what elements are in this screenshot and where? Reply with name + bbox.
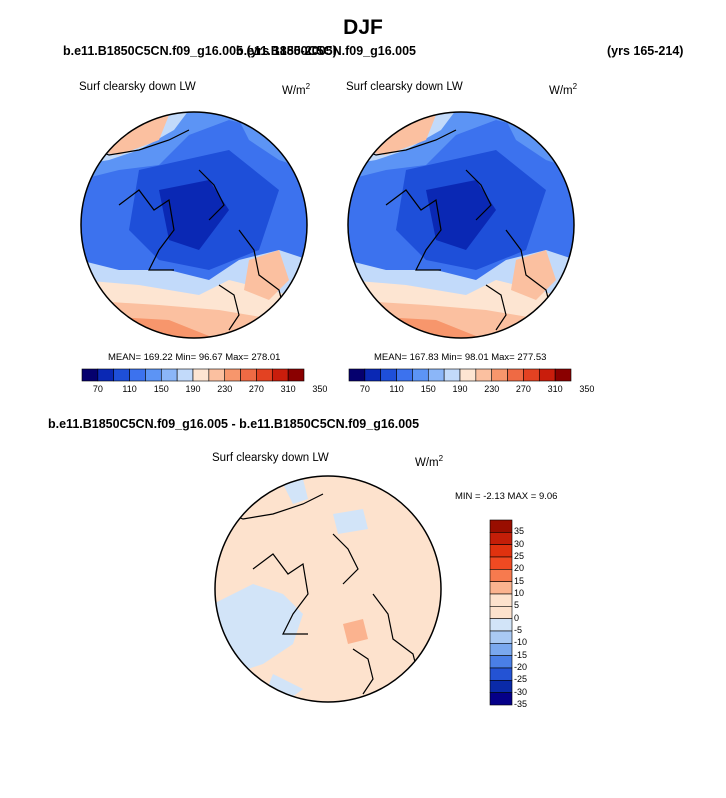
colorbar-swatch (256, 368, 273, 382)
colorbar-swatch (97, 368, 115, 382)
colorbar-swatch (271, 368, 289, 382)
panel1-variable-label: Surf clearsky down LW (79, 81, 196, 93)
panel2-years: (yrs 165-214) (607, 44, 684, 58)
colorbar-swatch (489, 618, 513, 632)
panel1-stats: MEAN= 169.22 Min= 96.67 Max= 278.01 (108, 352, 281, 363)
colorbar-swatch (489, 643, 513, 656)
panel2-colorbar-tick-label: 70 (359, 384, 370, 394)
diff-colorbar-tick-label: 0 (514, 612, 520, 623)
diff-colorbar-tick-label: -35 (514, 699, 528, 709)
colorbar-swatch (412, 368, 429, 382)
colorbar-swatch (489, 667, 513, 681)
panel1-colorbar-tick-label: 110 (122, 384, 137, 394)
panel2-units: W/m2 (549, 82, 578, 97)
diff-colorbar-tick-label: -5 (514, 625, 523, 635)
colorbar-swatch (538, 368, 556, 382)
panel1-colorbar-tick-label: 310 (280, 384, 296, 394)
panel1-units: W/m2 (282, 82, 311, 97)
colorbar-swatch (287, 368, 305, 382)
panel1-colorbar-tick-label: 190 (185, 384, 201, 394)
panel1-polar-map (80, 111, 308, 339)
page-title: DJF (343, 16, 383, 39)
colorbar-swatch (145, 368, 162, 382)
panel1-colorbar-tick-label: 350 (312, 384, 328, 394)
diff-colorbar-tick-label: -30 (514, 686, 528, 697)
colorbar-swatch (364, 368, 382, 382)
colorbar-swatch (443, 368, 461, 382)
panel2-colorbar-tick-label: 230 (484, 384, 500, 394)
colorbar-swatch (489, 606, 513, 619)
panel1-colorbar-tick-label: 70 (92, 384, 103, 394)
panel2-polar-map (347, 111, 575, 339)
panel2-colorbar-tick-label: 270 (515, 384, 531, 394)
panel2-colorbar-tick-label: 310 (547, 384, 563, 394)
colorbar-swatch (380, 368, 397, 382)
colorbar-swatch (176, 368, 194, 382)
diff-colorbar-tick-label: 30 (514, 538, 525, 549)
panel2-colorbar-tick-label: 350 (579, 384, 595, 394)
colorbar-swatch (348, 368, 366, 382)
panel2-stats: MEAN= 167.83 Min= 98.01 Max= 277.53 (374, 352, 547, 363)
panel1-colorbar-tick-label: 270 (248, 384, 264, 394)
colorbar-swatch (240, 368, 257, 382)
colorbar-swatch (507, 368, 524, 382)
colorbar-swatch (491, 368, 508, 382)
colorbar-swatch (129, 368, 146, 382)
colorbar-swatch (489, 519, 513, 533)
colorbar-swatch (113, 368, 130, 382)
diff-colorbar-tick-label: 5 (514, 600, 520, 611)
colorbar-swatch (427, 368, 445, 382)
panel2-colorbar-tick-label: 190 (452, 384, 468, 394)
colorbar-swatch (489, 630, 513, 644)
colorbar-swatch (459, 368, 477, 382)
panel2-colorbar (348, 368, 572, 382)
colorbar-swatch (489, 544, 513, 558)
colorbar-swatch (396, 368, 413, 382)
colorbar-swatch (489, 556, 513, 570)
colorbar-swatch (208, 368, 226, 382)
colorbar-swatch (489, 593, 513, 607)
colorbar-swatch (489, 655, 513, 669)
panel2-colorbar-tick-label: 150 (420, 384, 436, 394)
panel2-variable-label: Surf clearsky down LW (346, 81, 463, 93)
colorbar-swatch (489, 692, 513, 706)
colorbar-swatch (489, 581, 513, 595)
diff-stats: MIN = -2.13 MAX = 9.06 (455, 491, 558, 502)
panel1-colorbar-tick-label: 230 (217, 384, 233, 394)
colorbar-swatch (489, 569, 513, 582)
diff-colorbar-tick-label: -10 (514, 637, 528, 648)
diff-colorbar-tick-label: -25 (514, 674, 528, 685)
diff-variable-label: Surf clearsky down LW (212, 452, 329, 464)
diff-case-title: b.e11.B1850C5CN.f09_g16.005 - b.e11.B185… (48, 417, 420, 431)
diff-colorbar (489, 519, 513, 706)
diff-units: W/m2 (415, 454, 444, 469)
diff-colorbar-tick-label: 15 (514, 575, 525, 586)
diff-polar-map (214, 475, 442, 703)
colorbar-swatch (475, 368, 493, 382)
colorbar-swatch (523, 368, 540, 382)
colorbar-swatch (224, 368, 241, 382)
diff-colorbar-tick-label: 20 (514, 563, 525, 574)
diff-colorbar-tick-label: 10 (514, 588, 525, 598)
colorbar-swatch (489, 532, 513, 545)
panel2-case-title: b.e11.B1850C5CN.f09_g16.005 (236, 44, 416, 58)
colorbar-swatch (554, 368, 572, 382)
panel1-case-title: b.e11.B1850C5CN.f09_g16.005 (yrs 1850-20… (63, 44, 337, 58)
diff-colorbar-tick-label: 35 (514, 526, 525, 537)
colorbar-swatch (192, 368, 210, 382)
colorbar-swatch (160, 368, 178, 382)
diff-colorbar-tick-label: -15 (514, 649, 528, 660)
colorbar-swatch (489, 680, 513, 693)
panel2-colorbar-tick-label: 110 (389, 384, 404, 394)
panel1-colorbar-tick-label: 150 (153, 384, 169, 394)
panel1-colorbar (81, 368, 305, 382)
diff-colorbar-tick-label: 25 (514, 551, 525, 561)
colorbar-swatch (81, 368, 99, 382)
diff-colorbar-tick-label: -20 (514, 662, 528, 672)
